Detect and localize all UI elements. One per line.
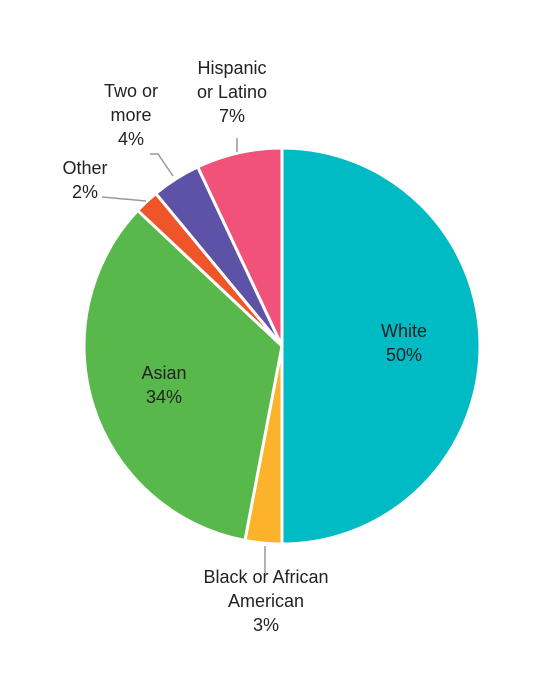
- leader-line-two-or-more: [150, 153, 174, 177]
- slice-label-white: White: [381, 321, 427, 341]
- leader-lines: [101, 138, 266, 574]
- slice-value-asian: 34%: [146, 387, 182, 407]
- slice-labels: White 50% Black or African American 3% Asian 3…: [62, 58, 427, 635]
- slice-value-two-or-more: 4%: [118, 129, 144, 149]
- slice-value-black-or-african-american: 3%: [253, 615, 279, 635]
- pie-slices: [82, 146, 482, 546]
- slice-label-other: Other: [62, 158, 107, 178]
- pie-slice-hispanic-or-latino: [196, 146, 284, 348]
- pie-slice-white: [280, 146, 482, 546]
- slice-value-other: 2%: [72, 182, 98, 202]
- leader-line-other: [101, 196, 147, 202]
- slice-label-hispanic-or-latino: Hispanic or Latino: [197, 58, 267, 102]
- slice-label-two-or-more: Two or more: [104, 81, 158, 125]
- slice-label-black-or-african-american: Black or African American: [203, 567, 328, 611]
- slice-label-asian: Asian: [141, 363, 186, 383]
- slice-value-hispanic-or-latino: 7%: [219, 106, 245, 126]
- pie-slice-asian: [82, 208, 284, 542]
- slice-value-white: 50%: [386, 345, 422, 365]
